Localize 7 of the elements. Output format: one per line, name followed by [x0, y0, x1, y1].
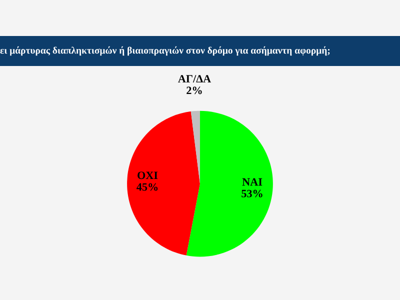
data-label: 2%: [186, 86, 202, 94]
data-label: 53%: [242, 190, 262, 198]
slice-label: ΑΓ/ΔΑ: [178, 75, 212, 83]
data-label: 45%: [136, 183, 158, 191]
chart-title: ει μάρτυρας διαπληκτισμών ή βιαιοπραγιών στον δρόμο για ασήμαντη αφορμή;: [0, 46, 330, 56]
slice-label: ΝΑΙ: [242, 178, 262, 186]
slice-label: ΟΧΙ: [138, 172, 158, 180]
